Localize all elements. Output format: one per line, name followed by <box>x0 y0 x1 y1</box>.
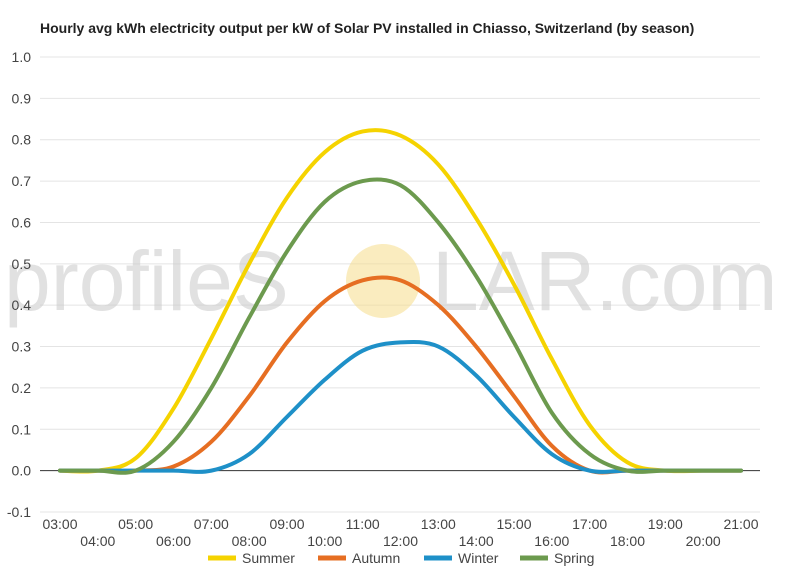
x-tick-label: 10:00 <box>307 533 342 549</box>
watermark: profileS LAR.com <box>4 234 777 328</box>
y-tick-label: 0.7 <box>12 173 32 189</box>
x-tick-label: 14:00 <box>459 533 494 549</box>
legend-label-spring: Spring <box>554 550 594 566</box>
x-tick-label: 08:00 <box>232 533 267 549</box>
x-tick-label: 16:00 <box>534 533 569 549</box>
series-line-spring <box>58 177 743 475</box>
x-tick-label: 09:00 <box>269 516 304 532</box>
x-axis-ticks: 03:0004:0005:0006:0007:0008:0009:0010:00… <box>42 516 758 549</box>
legend-label-summer: Summer <box>242 550 295 566</box>
y-tick-label: 0.4 <box>12 297 32 313</box>
y-tick-label: 0.9 <box>12 90 32 106</box>
y-tick-label: 0.8 <box>12 132 32 148</box>
x-tick-label: 13:00 <box>421 516 456 532</box>
x-tick-label: 07:00 <box>194 516 229 532</box>
x-tick-label: 21:00 <box>723 516 758 532</box>
x-tick-label: 04:00 <box>80 533 115 549</box>
x-tick-label: 06:00 <box>156 533 191 549</box>
y-axis-ticks: 1.0 0.9 0.8 0.7 0.6 0.5 0.4 0.3 0.2 0.1 0.0 -0.1 <box>7 49 31 520</box>
y-tick-label: 0.3 <box>12 339 32 355</box>
x-tick-label: 15:00 <box>496 516 531 532</box>
x-tick-label: 05:00 <box>118 516 153 532</box>
legend: Summer Autumn Winter Spring <box>208 550 594 566</box>
watermark-sun-icon <box>346 244 420 318</box>
y-tick-label: 0.5 <box>12 256 32 272</box>
series-line-summer <box>58 128 743 474</box>
y-tick-label: 0.1 <box>12 421 32 437</box>
x-tick-label: 11:00 <box>346 516 380 532</box>
y-tick-label: -0.1 <box>7 504 31 520</box>
y-tick-label: 1.0 <box>12 49 32 65</box>
y-tick-label: 0.0 <box>12 463 32 479</box>
legend-label-autumn: Autumn <box>352 550 400 566</box>
series-layer <box>58 128 743 475</box>
chart-title: Hourly avg kWh electricity output per kW… <box>40 20 694 36</box>
y-tick-label: 0.6 <box>12 214 32 230</box>
y-tick-label: 0.2 <box>12 380 32 396</box>
watermark-text-right: LAR.com <box>432 234 777 328</box>
x-tick-label: 03:00 <box>42 516 77 532</box>
x-tick-label: 17:00 <box>572 516 607 532</box>
x-tick-label: 12:00 <box>383 533 418 549</box>
legend-label-winter: Winter <box>458 550 499 566</box>
x-tick-label: 18:00 <box>610 533 645 549</box>
x-tick-label: 20:00 <box>686 533 721 549</box>
x-tick-label: 19:00 <box>648 516 683 532</box>
watermark-text-left: profileS <box>4 234 289 328</box>
